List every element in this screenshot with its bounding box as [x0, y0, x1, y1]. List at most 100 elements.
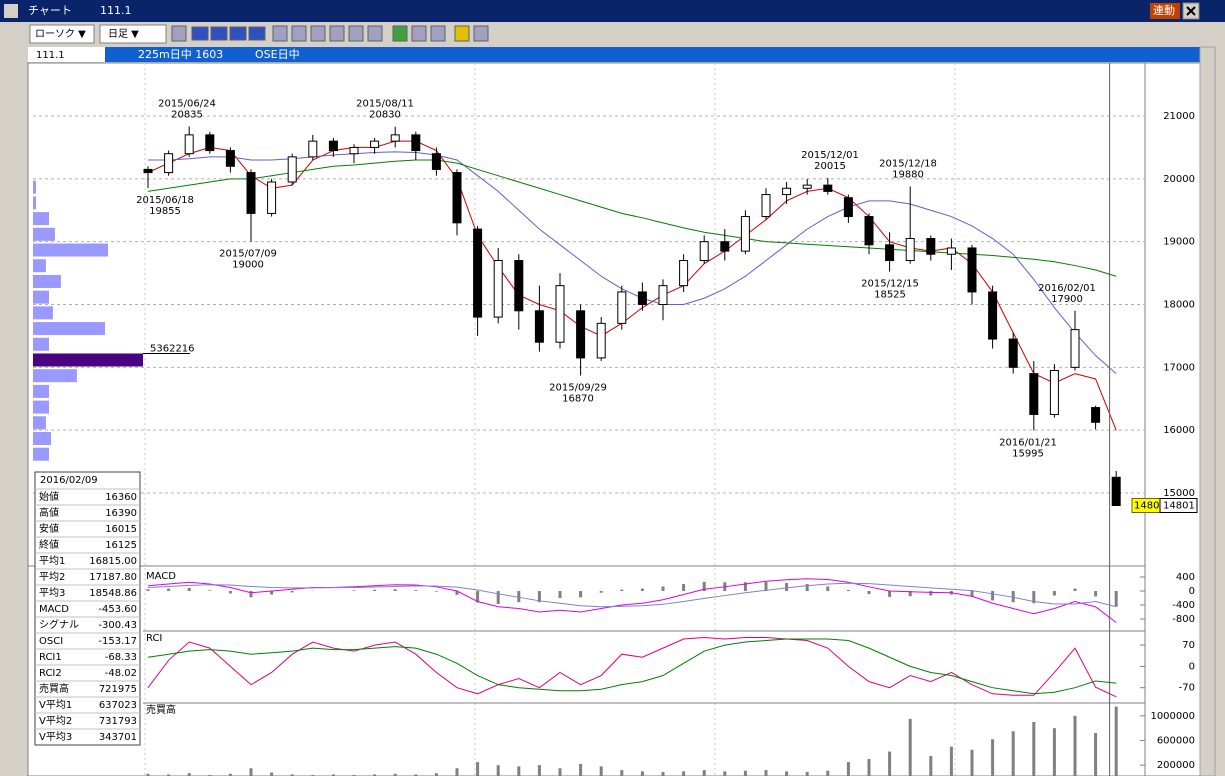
volume-bar: [187, 773, 191, 776]
y-tick-label: 1000000: [1150, 711, 1195, 722]
volume-bar: [167, 774, 171, 776]
volume-bar: [805, 771, 809, 776]
candle-body: [534, 310, 544, 343]
candle-body: [164, 153, 174, 174]
info-label: RCI1: [39, 652, 62, 663]
annotation-date: 2015/06/18: [136, 195, 194, 206]
info-value: 343701: [99, 732, 137, 743]
price-box: [1159, 498, 1198, 514]
info-value: -300.43: [98, 620, 137, 631]
info-label: シグナル: [39, 618, 79, 631]
indicator-line: [147, 638, 1117, 695]
y-tick-label: 21000: [1163, 111, 1195, 122]
indicator-line: [147, 582, 1117, 608]
period-label[interactable]: 日足 ▼: [108, 28, 139, 40]
candle-body: [946, 247, 956, 255]
annotation-date: 2015/08/11: [356, 99, 414, 110]
osci-bar: [579, 591, 583, 598]
osci-bar: [661, 586, 665, 592]
scrollbar[interactable]: [1199, 46, 1216, 776]
price-box-label: 14801: [1163, 501, 1195, 512]
osci-bar: [1073, 588, 1077, 592]
y-tick-label: -70: [1179, 683, 1195, 694]
candle-body: [1008, 338, 1018, 368]
info-label: 平均1: [39, 555, 65, 567]
y-tick-label: 20000: [1163, 174, 1195, 185]
volume-bar: [270, 772, 274, 776]
info-label: 終値: [39, 538, 59, 551]
volume-profile-bar: [33, 243, 109, 257]
volume-profile-bar: [33, 337, 50, 351]
info-bar: [28, 47, 1200, 62]
info-label: OSCI: [39, 636, 63, 647]
candle-body: [1049, 369, 1059, 415]
symbol-box: [28, 47, 105, 62]
title-bar: [0, 0, 1225, 22]
candle-body: [823, 184, 833, 192]
candle-body: [720, 241, 730, 252]
info-label: 安値: [39, 522, 59, 535]
close-icon[interactable]: [1186, 6, 1196, 16]
candle-body: [802, 184, 812, 189]
link-button-label[interactable]: 連動: [1153, 3, 1175, 17]
candle-body: [1111, 476, 1121, 507]
osci-bar: [270, 591, 274, 595]
volume-bar: [661, 771, 665, 776]
volume-bar: [764, 770, 768, 776]
y-tick-label: 17000: [1163, 362, 1195, 373]
volume-bar: [867, 758, 871, 776]
volume-bar: [414, 774, 418, 776]
annotation-date: 2015/07/09: [219, 249, 277, 260]
volume-bar: [1073, 715, 1077, 776]
volume-profile-bar: [33, 227, 55, 241]
volume-bar: [785, 771, 789, 776]
annotation-value: 20835: [171, 109, 203, 120]
volume-bar: [991, 739, 995, 776]
toolbar-icons[interactable]: [171, 25, 489, 42]
volume-bar: [620, 770, 624, 776]
osci-bar: [146, 589, 150, 592]
osci-bar: [352, 590, 356, 592]
info-panel: [34, 471, 141, 746]
osci-bar: [970, 591, 974, 597]
osci-bar: [599, 591, 603, 593]
chart-style-label[interactable]: ローソク ▼: [35, 28, 86, 40]
volume-bar: [1114, 706, 1118, 776]
candle-body: [370, 140, 380, 148]
candle-body: [514, 260, 524, 312]
info-symbol: 111.1: [36, 50, 65, 61]
volume-bar: [537, 765, 541, 776]
volume-bar: [970, 749, 974, 776]
volume-bar: [826, 770, 830, 776]
volume-bar: [290, 774, 294, 776]
y-tick-label: 200000: [1157, 760, 1195, 771]
candle-body: [926, 238, 936, 255]
candle-body: [905, 238, 915, 262]
chart-style-select[interactable]: [29, 24, 95, 44]
volume-bar: [1011, 731, 1015, 776]
period-select[interactable]: [99, 24, 167, 44]
volume-bar: [228, 773, 232, 776]
volume-bar: [517, 766, 521, 776]
osci-bar: [743, 582, 747, 592]
osci-bar: [1114, 591, 1118, 607]
candle-body: [617, 291, 627, 324]
osci-bar: [785, 582, 789, 592]
candle-body: [267, 181, 277, 214]
osci-bar: [414, 590, 418, 592]
osci-bar: [167, 588, 171, 592]
panel-separators: [28, 565, 1145, 704]
volume-profile-bar: [33, 180, 37, 194]
candle-body: [452, 172, 462, 224]
candle-body: [431, 153, 441, 170]
candle-body: [205, 134, 215, 152]
info-value: -48.02: [105, 668, 137, 679]
osci-bar: [805, 584, 809, 592]
annotation-value: 19000: [232, 260, 264, 271]
osci-bar: [373, 589, 377, 592]
link-button[interactable]: [1150, 3, 1180, 19]
volume-profile-bar: [33, 259, 46, 273]
volume-bar: [908, 718, 912, 776]
volume-bar: [682, 771, 686, 776]
